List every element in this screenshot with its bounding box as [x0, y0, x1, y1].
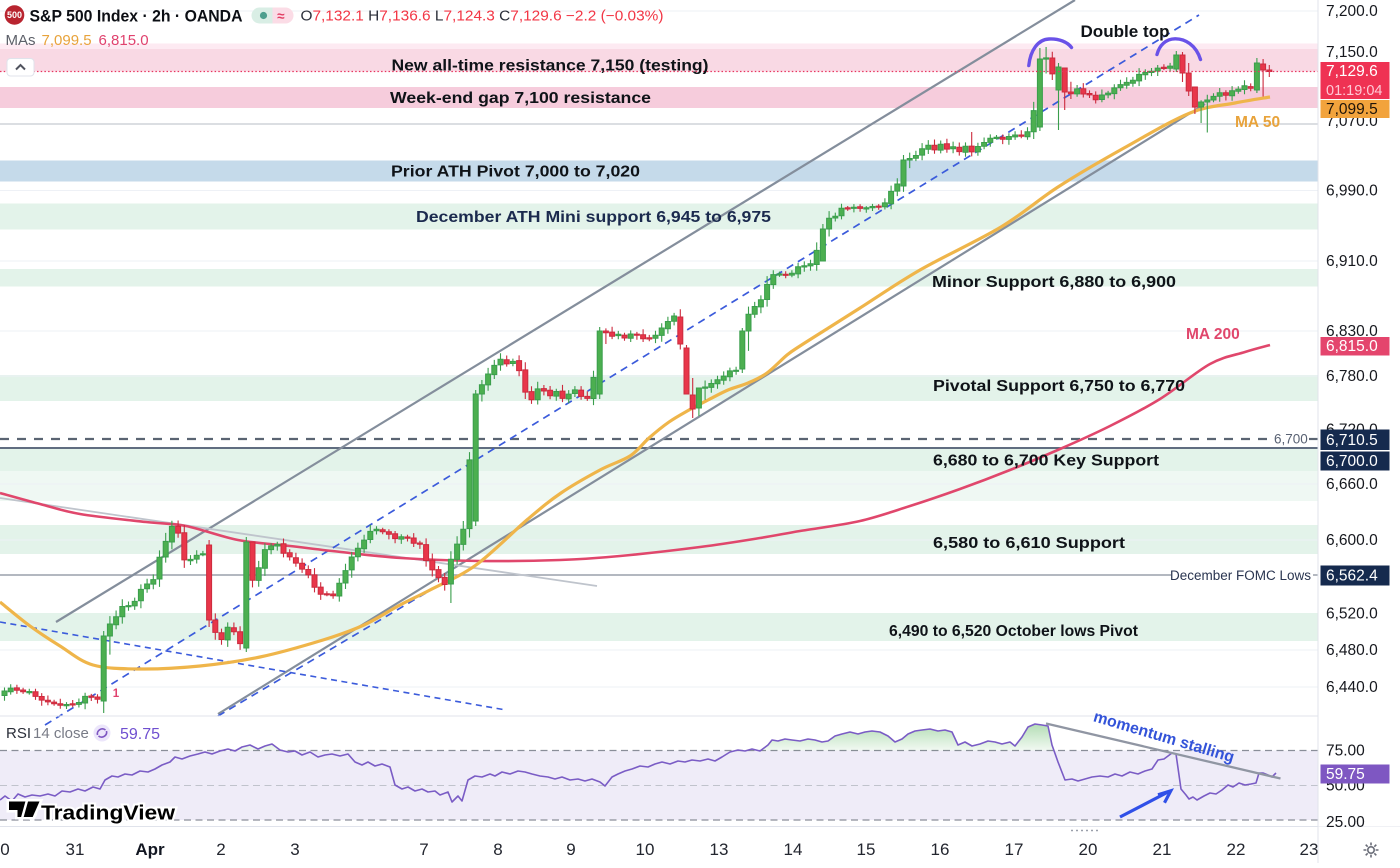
svg-text:TradingView: TradingView: [41, 803, 175, 825]
svg-text:13: 13: [710, 840, 729, 859]
svg-text:6,680 to 6,700 Key Support: 6,680 to 6,700 Key Support: [933, 453, 1160, 470]
svg-text:01:19:04: 01:19:04: [1326, 83, 1382, 99]
svg-text:6,480.0: 6,480.0: [1326, 642, 1378, 659]
svg-text:Prior ATH Pivot 7,000 to 7,020: Prior ATH Pivot 7,000 to 7,020: [391, 164, 640, 181]
svg-text:Pivotal Support 6,750 to 6,770: Pivotal Support 6,750 to 6,770: [933, 378, 1185, 395]
svg-text:MA 200: MA 200: [1186, 326, 1240, 343]
svg-text:MA 50: MA 50: [1235, 114, 1280, 131]
svg-text:1: 1: [113, 688, 120, 700]
svg-text:6,780.0: 6,780.0: [1326, 368, 1378, 385]
svg-text:6,660.0: 6,660.0: [1326, 476, 1378, 493]
svg-text:20: 20: [1079, 840, 1098, 859]
svg-text:7,129.6: 7,129.6: [1326, 63, 1378, 80]
svg-text:6,910.0: 6,910.0: [1326, 253, 1378, 270]
svg-text:6,815.0: 6,815.0: [1326, 338, 1378, 355]
svg-text:16: 16: [931, 840, 950, 859]
svg-text:8: 8: [493, 840, 502, 859]
svg-text:21: 21: [1153, 840, 1172, 859]
svg-text:31: 31: [66, 840, 85, 859]
svg-text:23: 23: [1300, 840, 1319, 859]
svg-text:Minor Support 6,880 to 6,900: Minor Support 6,880 to 6,900: [932, 274, 1176, 291]
svg-text:2: 2: [216, 840, 225, 859]
svg-text:6,562.4: 6,562.4: [1326, 568, 1378, 585]
svg-text:7: 7: [419, 840, 428, 859]
svg-text:New all-time resistance 7,150: New all-time resistance 7,150 (testing): [392, 58, 709, 75]
svg-text:59.75: 59.75: [1326, 766, 1365, 783]
svg-text:17: 17: [1005, 840, 1024, 859]
svg-text:December ATH Mini support 6,94: December ATH Mini support 6,945 to 6,975: [416, 209, 771, 226]
svg-text:7,150.0: 7,150.0: [1326, 44, 1378, 61]
svg-text:MAs: MAs: [6, 32, 36, 49]
svg-text:6,490 to 6,520 October lows Pi: 6,490 to 6,520 October lows Pivot: [889, 623, 1139, 640]
svg-text:0: 0: [0, 840, 9, 859]
svg-text:Double top: Double top: [1081, 23, 1170, 41]
svg-text:6,830.0: 6,830.0: [1326, 323, 1378, 340]
svg-text:22: 22: [1227, 840, 1246, 859]
svg-text:S&P 500 Index · 2h · OANDA: S&P 500 Index · 2h · OANDA: [30, 8, 243, 26]
svg-text:500: 500: [7, 10, 22, 20]
svg-text:6,600.0: 6,600.0: [1326, 532, 1378, 549]
svg-text:3: 3: [290, 840, 299, 859]
svg-text:O7,132.1 H7,136.6 L7,124.3 C7,: O7,132.1 H7,136.6 L7,124.3 C7,129.6 −2.2…: [301, 9, 664, 25]
svg-text:14: 14: [784, 840, 803, 859]
svg-text:6,520.0: 6,520.0: [1326, 606, 1378, 623]
svg-text:6,440.0: 6,440.0: [1326, 679, 1378, 696]
svg-text:7,099.5: 7,099.5: [1326, 101, 1378, 118]
svg-text:6,990.0: 6,990.0: [1326, 183, 1378, 200]
svg-text:6,700.0: 6,700.0: [1326, 453, 1378, 470]
svg-text:10: 10: [636, 840, 655, 859]
svg-text:7,200.0: 7,200.0: [1326, 3, 1378, 20]
svg-text:15: 15: [857, 840, 876, 859]
svg-text:6,580 to 6,610 Support: 6,580 to 6,610 Support: [933, 535, 1126, 552]
svg-text:6,700: 6,700: [1274, 432, 1308, 447]
svg-text:7,099.5: 7,099.5: [42, 32, 92, 49]
svg-text:RSI: RSI: [6, 725, 31, 742]
svg-text:Apr: Apr: [135, 840, 165, 859]
svg-text:59.75: 59.75: [120, 726, 160, 743]
svg-text:≈: ≈: [277, 9, 285, 24]
svg-text:December FOMC Lows: December FOMC Lows: [1170, 568, 1311, 583]
svg-text:6,815.0: 6,815.0: [99, 32, 149, 49]
svg-text:75.00: 75.00: [1326, 743, 1365, 760]
svg-text:14 close: 14 close: [33, 725, 89, 742]
svg-text:6,710.5: 6,710.5: [1326, 432, 1378, 449]
svg-text:Week-end gap 7,100 resistance: Week-end gap 7,100 resistance: [390, 90, 651, 107]
svg-text:25.00: 25.00: [1326, 814, 1365, 831]
svg-text:9: 9: [566, 840, 575, 859]
